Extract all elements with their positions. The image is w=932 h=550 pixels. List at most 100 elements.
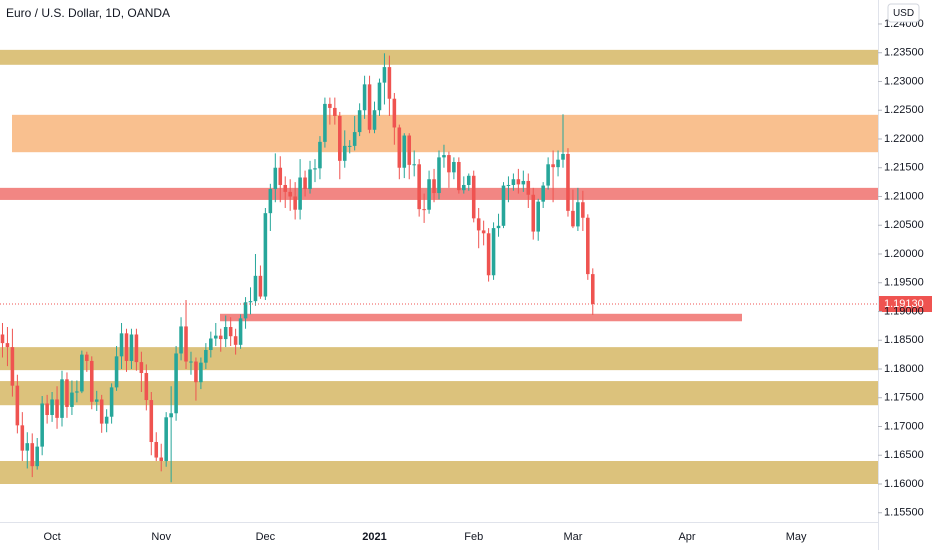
y-tick-label: 1.15500 <box>884 507 924 519</box>
candle-body <box>566 153 570 211</box>
candle-body <box>228 327 233 337</box>
candle-body <box>402 135 407 168</box>
candle-body <box>486 233 491 276</box>
candle-body <box>213 335 218 339</box>
candle-body <box>338 115 342 161</box>
candle-body <box>174 353 178 414</box>
candle-body <box>471 175 476 219</box>
candle-body <box>139 362 144 374</box>
candle-body <box>323 103 327 142</box>
zone <box>0 49 878 65</box>
candle-body <box>452 161 456 173</box>
y-tick-label: 1.19500 <box>884 277 924 289</box>
candle-body <box>352 132 357 146</box>
candle-body <box>516 179 521 185</box>
zone <box>0 347 878 371</box>
candle-body <box>382 67 387 83</box>
candle-body <box>89 360 94 402</box>
x-tick-label: Feb <box>464 531 483 543</box>
candle-body <box>144 373 149 401</box>
candle-body <box>179 326 183 354</box>
candle-body <box>149 400 154 443</box>
x-tick-label: Apr <box>678 531 695 543</box>
candle-body <box>556 159 560 168</box>
candle-body <box>372 110 377 130</box>
candle-body <box>491 228 496 276</box>
candle-body <box>437 157 441 194</box>
y-tick-label: 1.17000 <box>884 420 924 432</box>
zone <box>0 381 878 406</box>
candle-body <box>30 443 35 467</box>
candle-body <box>412 164 416 166</box>
candle-body <box>427 179 431 210</box>
candle-body <box>80 354 84 392</box>
x-tick-label: Nov <box>151 531 171 543</box>
y-tick-label: 1.18500 <box>884 334 924 346</box>
y-tick-label: 1.17500 <box>884 392 924 404</box>
candle-body <box>85 354 89 361</box>
y-tick-label: 1.21000 <box>884 190 924 202</box>
candle-body <box>10 347 15 386</box>
x-tick-label: 2021 <box>362 531 386 543</box>
candle-body <box>506 184 511 186</box>
y-tick-label: 1.21500 <box>884 162 924 174</box>
candle-body <box>258 275 263 297</box>
candle-body <box>308 169 312 190</box>
candle-body <box>511 179 516 185</box>
candle-body <box>392 98 397 128</box>
candle-body <box>367 84 372 130</box>
zone <box>220 313 742 322</box>
candle-body <box>199 362 203 383</box>
candle-body <box>134 334 139 363</box>
candle-body <box>462 184 466 191</box>
x-tick-label: Mar <box>563 531 582 543</box>
candle-body <box>20 425 25 451</box>
candle-body <box>164 417 168 461</box>
candle-body <box>432 179 436 194</box>
candle-body <box>586 217 590 275</box>
currency-button[interactable] <box>887 3 920 23</box>
candle-body <box>328 103 332 108</box>
y-tick-label: 1.23500 <box>884 47 924 59</box>
candles <box>0 53 595 483</box>
overlay: 1.19130 <box>0 296 932 313</box>
candle-body <box>561 153 565 160</box>
candle-body <box>94 399 99 402</box>
candle-body <box>447 155 451 173</box>
currency-label[interactable]: USD <box>893 8 914 19</box>
candle-body <box>253 275 258 302</box>
y-tick-label: 1.22000 <box>884 133 924 145</box>
y-tick-label: 1.16500 <box>884 449 924 461</box>
candle-body <box>521 180 526 185</box>
candle-body <box>496 225 501 229</box>
candle-body <box>407 135 412 165</box>
candle-body <box>184 326 188 362</box>
candle-body <box>387 67 392 99</box>
last-price-label: 1.19130 <box>884 298 924 310</box>
candle-body <box>293 196 297 210</box>
candle-body <box>571 210 575 227</box>
candle-body <box>501 185 506 226</box>
candle-body <box>457 161 461 191</box>
candle-body <box>581 202 585 218</box>
candle-body <box>283 184 288 192</box>
candle-body <box>546 164 550 186</box>
candle-body <box>377 82 382 111</box>
candle-body <box>50 399 54 415</box>
candle-body <box>397 127 402 168</box>
candle-body <box>268 189 273 214</box>
candle-body <box>109 387 114 417</box>
candle-body <box>526 180 531 195</box>
last-price-box <box>878 296 932 313</box>
axes: 1.15500 1.16000 1.16500 1.17000 1.17500 1.180… <box>44 18 924 543</box>
candle-body <box>531 194 536 232</box>
candle-body <box>248 301 253 303</box>
y-tick-label: 1.22500 <box>884 104 924 116</box>
candle-body <box>243 302 248 319</box>
candle-body <box>55 399 59 418</box>
y-tick-label: 1.20000 <box>884 248 924 260</box>
candle-body <box>25 443 30 451</box>
x-tick-label: Oct <box>44 531 61 543</box>
